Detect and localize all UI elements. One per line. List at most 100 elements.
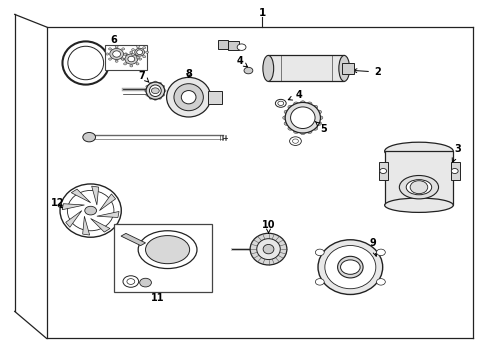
Circle shape (146, 51, 148, 53)
Circle shape (121, 58, 124, 60)
Circle shape (159, 97, 162, 99)
Bar (269, 55, 344, 81)
Circle shape (139, 58, 142, 60)
Circle shape (376, 279, 385, 285)
Circle shape (284, 110, 289, 114)
Circle shape (163, 90, 166, 92)
Circle shape (293, 139, 298, 143)
Polygon shape (62, 204, 84, 210)
Polygon shape (66, 211, 82, 227)
Text: 2: 2 (353, 67, 381, 77)
Circle shape (131, 54, 134, 56)
Circle shape (143, 46, 146, 49)
Circle shape (136, 63, 139, 65)
Circle shape (341, 260, 360, 274)
Polygon shape (99, 194, 116, 211)
Ellipse shape (318, 240, 383, 294)
Circle shape (290, 137, 301, 145)
Bar (342, 63, 354, 74)
Ellipse shape (338, 256, 363, 278)
Bar (228, 41, 239, 50)
Circle shape (294, 102, 298, 105)
Circle shape (300, 101, 305, 104)
Text: 5: 5 (315, 121, 327, 134)
Ellipse shape (399, 176, 439, 199)
Circle shape (123, 53, 126, 55)
Text: 10: 10 (262, 220, 275, 233)
Ellipse shape (135, 48, 145, 56)
Text: 9: 9 (369, 238, 377, 256)
Circle shape (149, 82, 152, 84)
Circle shape (288, 105, 293, 109)
Bar (218, 40, 228, 49)
Circle shape (410, 181, 428, 194)
Ellipse shape (67, 190, 114, 231)
Ellipse shape (263, 244, 274, 254)
Text: 6: 6 (110, 35, 117, 45)
Circle shape (140, 278, 151, 287)
Circle shape (137, 45, 140, 48)
Circle shape (159, 82, 162, 84)
Circle shape (145, 90, 147, 92)
Circle shape (307, 102, 312, 105)
Circle shape (122, 48, 124, 50)
Circle shape (284, 122, 289, 125)
Polygon shape (92, 186, 98, 205)
Ellipse shape (137, 50, 143, 55)
Ellipse shape (125, 54, 138, 64)
Ellipse shape (339, 55, 349, 81)
Circle shape (451, 168, 458, 174)
Circle shape (131, 49, 134, 51)
Circle shape (149, 97, 152, 99)
Circle shape (85, 206, 97, 215)
Circle shape (275, 99, 286, 107)
Ellipse shape (181, 91, 196, 104)
Polygon shape (97, 211, 119, 217)
Ellipse shape (250, 233, 287, 265)
Circle shape (313, 127, 318, 130)
Ellipse shape (60, 184, 121, 237)
Ellipse shape (285, 102, 320, 133)
Bar (208, 91, 222, 104)
Circle shape (122, 58, 124, 60)
Circle shape (146, 94, 149, 96)
Circle shape (294, 130, 298, 134)
Circle shape (288, 127, 293, 130)
Bar (385, 151, 453, 205)
Bar (451, 162, 460, 180)
Bar (105, 45, 147, 70)
Text: 1: 1 (259, 8, 266, 18)
Circle shape (154, 98, 157, 100)
Circle shape (376, 249, 385, 256)
Text: 3: 3 (452, 144, 462, 162)
Circle shape (127, 279, 135, 284)
Circle shape (318, 116, 323, 120)
Ellipse shape (128, 56, 135, 62)
Text: 7: 7 (139, 71, 148, 82)
Polygon shape (71, 189, 91, 203)
Circle shape (109, 48, 112, 50)
Ellipse shape (110, 49, 123, 59)
Polygon shape (121, 233, 146, 246)
Circle shape (307, 130, 312, 134)
Text: 11: 11 (151, 293, 165, 303)
Circle shape (316, 279, 324, 285)
Polygon shape (83, 216, 90, 235)
Ellipse shape (113, 51, 121, 57)
Circle shape (283, 116, 288, 120)
Ellipse shape (62, 41, 109, 85)
Ellipse shape (138, 231, 197, 269)
Ellipse shape (149, 85, 161, 96)
Ellipse shape (174, 84, 203, 111)
Circle shape (154, 81, 157, 83)
Ellipse shape (385, 198, 453, 212)
Ellipse shape (325, 246, 376, 289)
Bar (379, 162, 388, 180)
Circle shape (109, 58, 112, 60)
Text: 4: 4 (288, 90, 302, 100)
Circle shape (123, 63, 126, 65)
Circle shape (162, 94, 165, 96)
Circle shape (124, 53, 127, 55)
Circle shape (317, 110, 321, 114)
Circle shape (123, 276, 139, 287)
